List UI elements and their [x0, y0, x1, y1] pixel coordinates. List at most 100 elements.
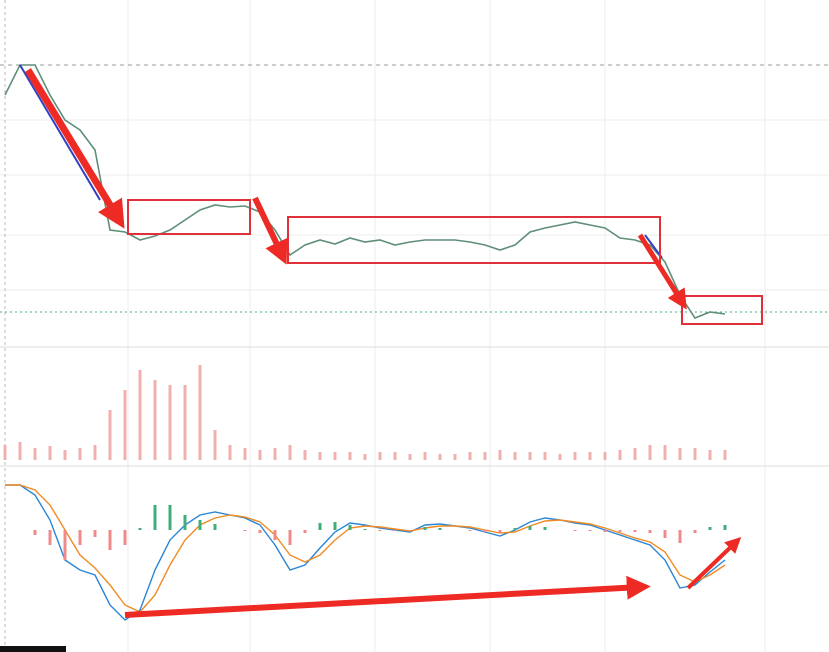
- bar: [468, 452, 472, 460]
- bar: [63, 450, 67, 460]
- bar: [108, 530, 112, 550]
- bar: [603, 452, 607, 460]
- bar: [198, 365, 202, 460]
- bar: [333, 452, 337, 460]
- line: [5, 484, 726, 613]
- bar: [693, 530, 697, 533]
- bar: [453, 454, 457, 460]
- bar: [78, 530, 82, 545]
- bar: [168, 385, 172, 460]
- bar: [168, 505, 172, 530]
- bar: [363, 454, 367, 460]
- bar: [48, 446, 52, 460]
- bar: [423, 452, 427, 460]
- bar: [108, 410, 112, 460]
- bar: [423, 527, 427, 530]
- bar: [528, 452, 532, 460]
- bar: [723, 525, 727, 530]
- bar: [588, 530, 592, 531]
- bar: [183, 385, 187, 460]
- bar: [678, 530, 682, 543]
- bar: [663, 445, 667, 460]
- line: [4, 64, 726, 319]
- bar: [633, 448, 637, 460]
- bar: [483, 530, 487, 532]
- bar: [348, 525, 352, 530]
- bar: [93, 445, 97, 460]
- bar: [63, 530, 67, 560]
- bar: [153, 505, 157, 530]
- bar: [378, 530, 382, 531]
- bar: [618, 530, 622, 532]
- bar: [33, 448, 37, 460]
- bar: [48, 530, 52, 545]
- bar: [363, 529, 367, 530]
- bar: [318, 523, 322, 530]
- bar: [318, 452, 322, 460]
- bar: [273, 448, 277, 460]
- bar: [78, 448, 82, 460]
- annotations: [19, 64, 763, 618]
- bar: [258, 450, 262, 460]
- bar: [663, 530, 667, 538]
- bar: [513, 452, 517, 460]
- bar: [573, 530, 577, 531]
- bar: [393, 530, 397, 531]
- bar: [3, 445, 7, 460]
- plot: [3, 64, 727, 621]
- bar: [228, 445, 232, 460]
- bar: [18, 442, 22, 460]
- bar: [33, 530, 37, 535]
- bar: [543, 452, 547, 460]
- bar: [333, 522, 337, 530]
- bar: [648, 530, 652, 533]
- bar: [393, 452, 397, 460]
- bar: [213, 524, 217, 530]
- bar: [483, 452, 487, 460]
- bar: [243, 530, 247, 531]
- bar: [438, 528, 442, 530]
- bar: [543, 527, 547, 530]
- bar: [303, 530, 307, 533]
- bar: [408, 530, 412, 531]
- bar: [258, 530, 262, 533]
- bar: [558, 454, 562, 460]
- bar: [573, 452, 577, 460]
- bar: [438, 454, 442, 460]
- bar: [123, 530, 127, 545]
- bar: [693, 448, 697, 460]
- bar: [198, 520, 202, 530]
- bar: [648, 445, 652, 460]
- bar: [678, 448, 682, 460]
- bar: [603, 530, 607, 532]
- bar: [348, 452, 352, 460]
- bar: [498, 450, 502, 460]
- bar: [288, 530, 292, 545]
- bar: [138, 370, 142, 460]
- bar: [513, 528, 517, 530]
- bar: [528, 526, 532, 530]
- bar: [213, 430, 217, 460]
- bar: [723, 450, 727, 460]
- bar: [153, 380, 157, 460]
- bar: [138, 528, 142, 530]
- bar: [408, 454, 412, 460]
- bar: [378, 452, 382, 460]
- bar: [273, 530, 277, 540]
- bar: [93, 530, 97, 537]
- bar: [498, 530, 502, 533]
- bar: [243, 448, 247, 460]
- bar: [588, 452, 592, 460]
- bar: [618, 450, 622, 460]
- toolbar-edge: [0, 646, 66, 652]
- bar: [123, 390, 127, 460]
- bar: [303, 450, 307, 460]
- bar: [288, 445, 292, 460]
- bar: [183, 515, 187, 530]
- bar: [468, 530, 472, 531]
- bar: [708, 527, 712, 530]
- bar: [633, 530, 637, 532]
- bar: [708, 450, 712, 460]
